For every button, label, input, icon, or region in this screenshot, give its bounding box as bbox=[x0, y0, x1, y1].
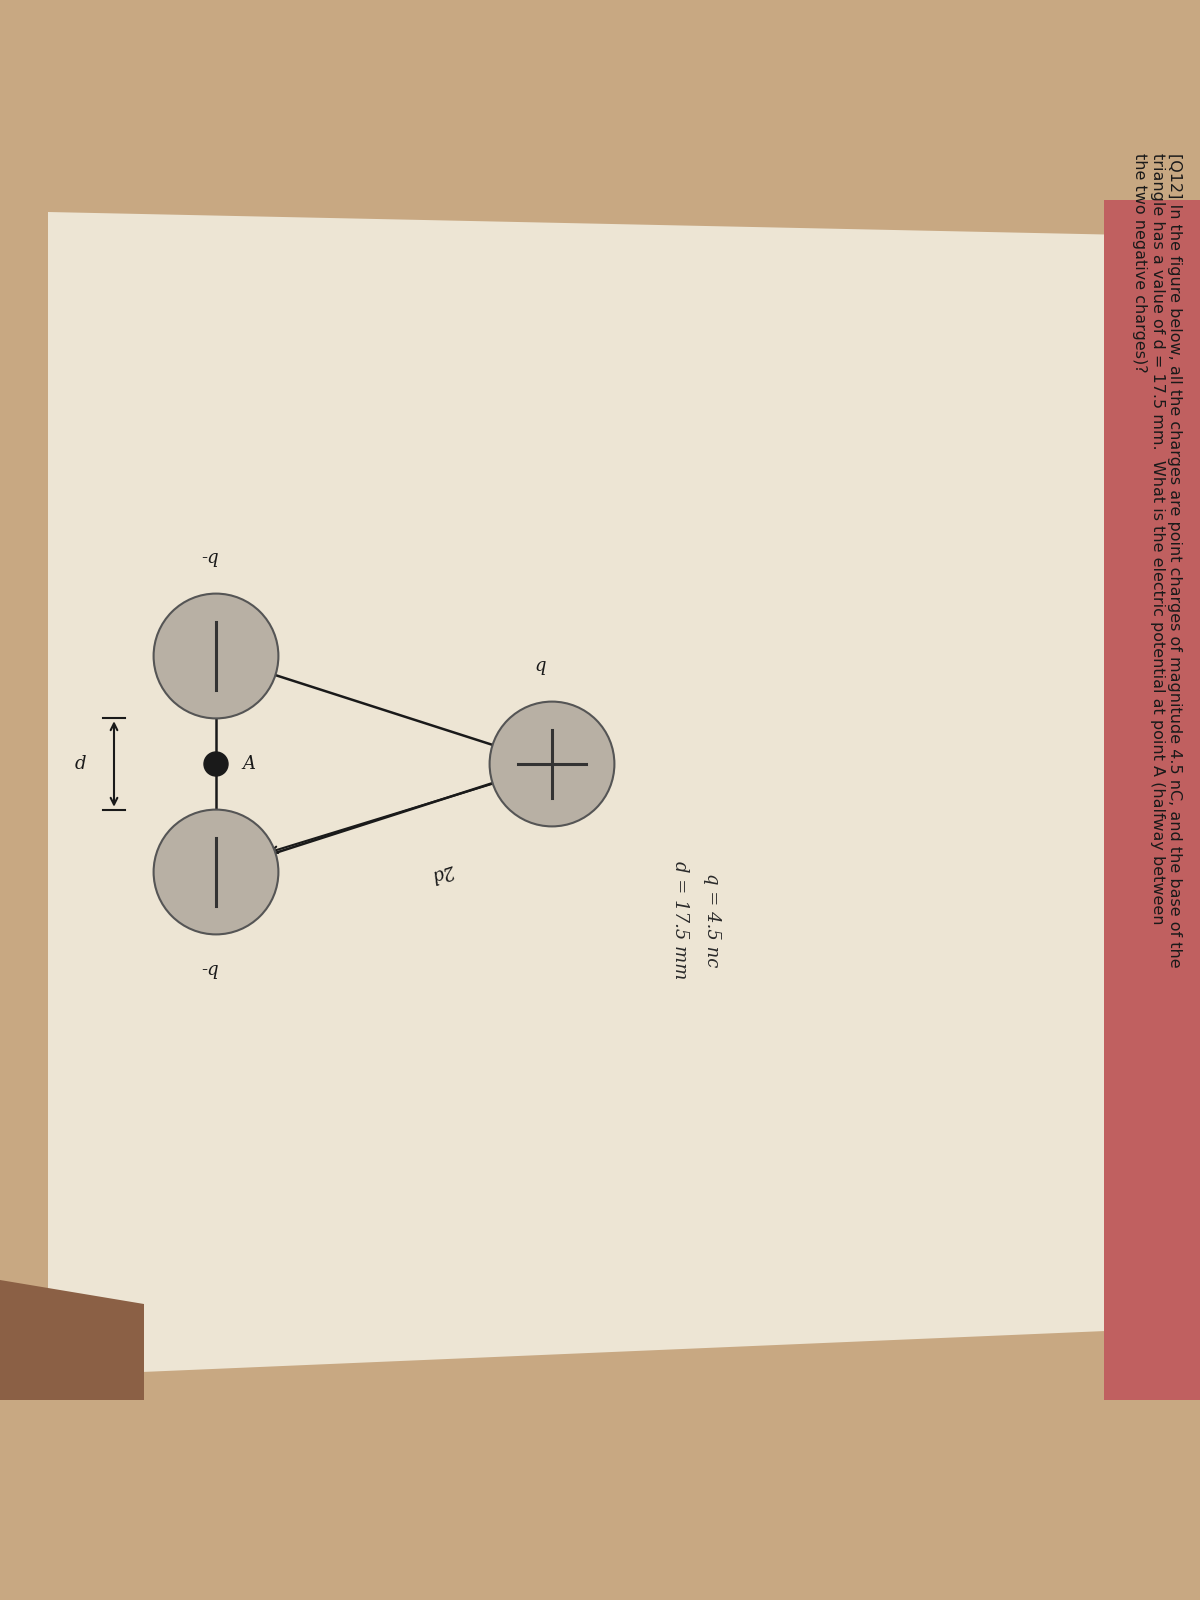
Text: q = 4.5 nc
d = 17.5 mm: q = 4.5 nc d = 17.5 mm bbox=[671, 861, 721, 979]
Text: -q: -q bbox=[202, 960, 218, 979]
Circle shape bbox=[204, 752, 228, 776]
Polygon shape bbox=[0, 1280, 144, 1400]
Text: -q: -q bbox=[202, 549, 218, 566]
Polygon shape bbox=[48, 211, 1176, 1376]
Circle shape bbox=[490, 701, 614, 826]
Text: [Q12] In the figure below, all the charges are point charges of magnitude 4.5 nC: [Q12] In the figure below, all the charg… bbox=[1132, 152, 1182, 968]
Text: A: A bbox=[242, 755, 256, 773]
Text: d: d bbox=[74, 755, 86, 773]
Text: q: q bbox=[534, 658, 546, 675]
Circle shape bbox=[154, 594, 278, 718]
Text: 2d: 2d bbox=[431, 859, 457, 885]
Circle shape bbox=[154, 810, 278, 934]
Polygon shape bbox=[1104, 200, 1200, 1400]
